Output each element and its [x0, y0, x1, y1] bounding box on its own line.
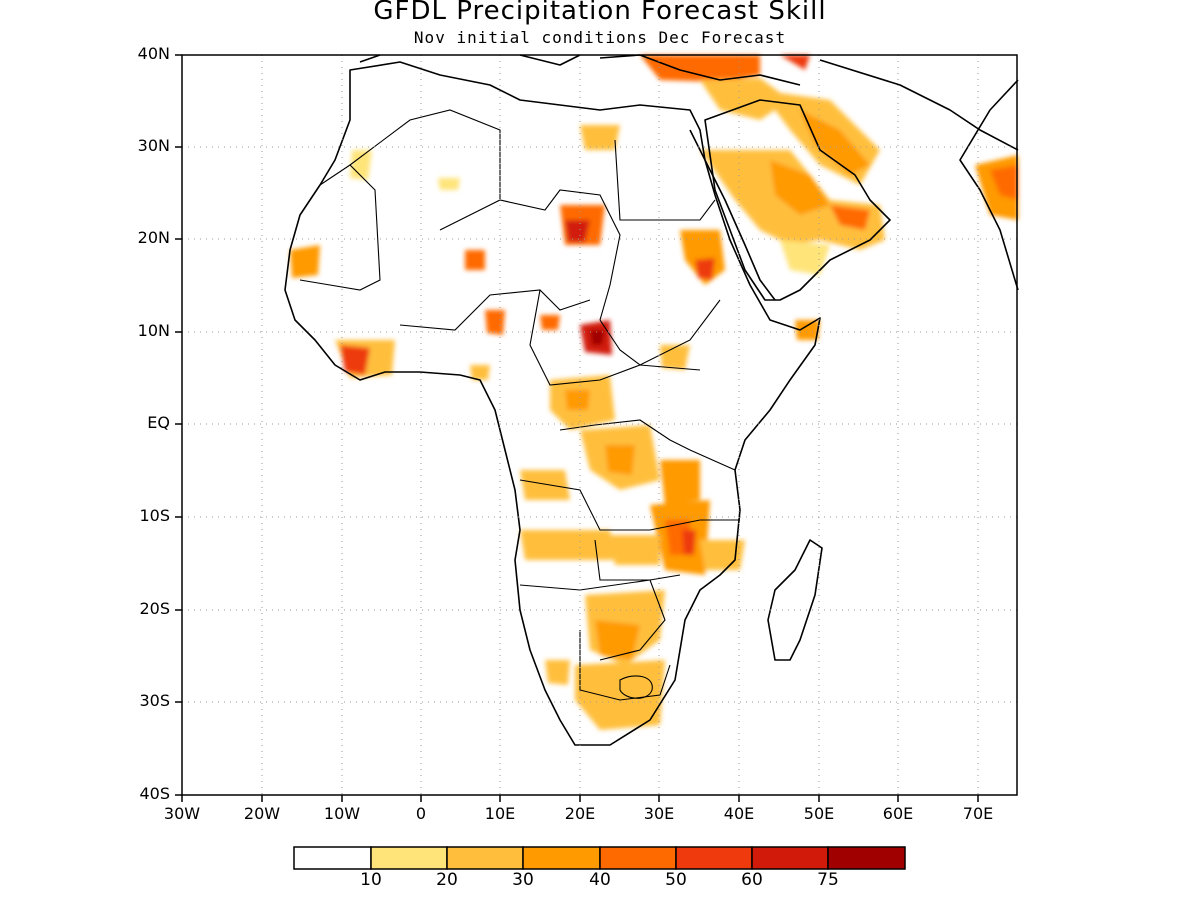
colorbar-swatch-6 [675, 846, 753, 870]
axis-ticks [175, 54, 979, 802]
lon-label-70e: 70E [962, 804, 994, 823]
skill-shading [290, 55, 1018, 730]
lat-label-10n: 10N [137, 321, 170, 340]
lat-label-40n: 40N [137, 44, 170, 63]
colorbar-label-10: 10 [360, 870, 382, 890]
lon-label-0: 0 [415, 804, 427, 823]
colorbar-swatch-8 [827, 846, 906, 870]
colorbar-label-75: 75 [817, 870, 839, 890]
map-frame [181, 54, 1018, 796]
colorbar-label-60: 60 [741, 870, 763, 890]
colorbar-label-50: 50 [665, 870, 687, 890]
colorbar-label-30: 30 [512, 870, 534, 890]
colorbar-swatch-7 [751, 846, 829, 870]
lon-label-10e: 10E [484, 804, 516, 823]
lat-label-20s: 20S [139, 599, 170, 618]
lon-label-60e: 60E [882, 804, 914, 823]
colorbar-swatch-4 [522, 846, 601, 870]
lat-label-40s: 40S [139, 784, 170, 803]
lat-label-10s: 10S [139, 506, 170, 525]
lon-label-40e: 40E [723, 804, 755, 823]
map-title: GFDL Precipitation Forecast Skill [373, 0, 827, 26]
map-subtitle: Nov initial conditions Dec Forecast [413, 28, 787, 47]
colorbar-swatch-3 [446, 846, 524, 870]
lon-label-10w: 10W [323, 804, 361, 823]
lat-label-30s: 30S [139, 691, 170, 710]
lat-label-20n: 20N [137, 228, 170, 247]
colorbar-swatch-2 [370, 846, 448, 870]
lon-label-30w: 30W [163, 804, 201, 823]
colorbar-swatch-5 [599, 846, 677, 870]
lon-label-20e: 20E [564, 804, 596, 823]
lon-label-20w: 20W [243, 804, 281, 823]
colorbar-swatch-1 [293, 846, 372, 870]
coastline [284, 54, 1019, 746]
lat-label-30n: 30N [137, 136, 170, 155]
colorbar-label-20: 20 [436, 870, 458, 890]
colorbar [293, 846, 906, 870]
lon-label-30e: 30E [643, 804, 675, 823]
lat-label-eq: EQ [147, 413, 170, 432]
country-borders [299, 109, 740, 701]
lon-label-50e: 50E [803, 804, 835, 823]
colorbar-label-40: 40 [589, 870, 611, 890]
